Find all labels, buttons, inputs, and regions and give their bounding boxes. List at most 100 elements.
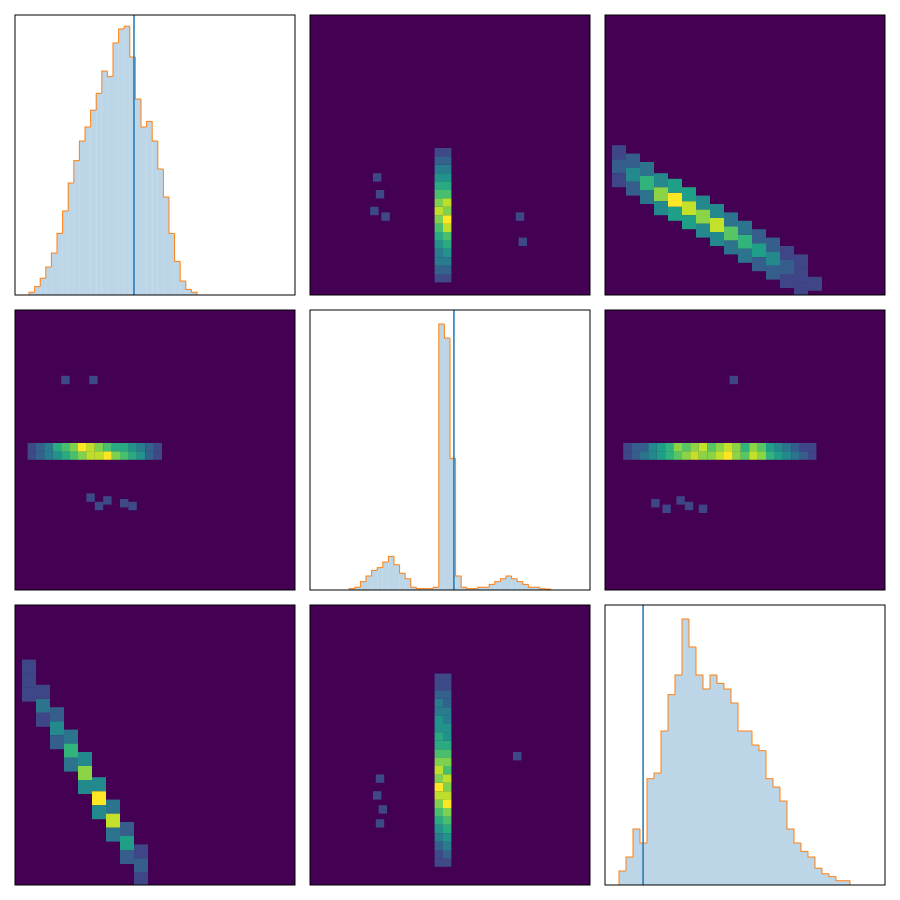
hist-bar <box>717 683 724 885</box>
panel-frame <box>604 14 886 296</box>
hist-step <box>716 675 724 684</box>
hist-step <box>511 576 518 580</box>
hist2d-cell <box>443 850 452 859</box>
hist2d-cell <box>434 824 443 834</box>
hist2d-cell <box>654 173 668 188</box>
hist2d-cell <box>799 443 808 452</box>
hist-bar <box>647 778 654 885</box>
hist2d-cell <box>696 209 710 224</box>
hist2d-cell <box>443 740 452 750</box>
hist-bar <box>766 778 773 885</box>
hist2d-cell <box>434 274 443 283</box>
hist-step <box>494 581 501 585</box>
hist-bar <box>163 197 169 295</box>
hist2d-cell <box>443 724 452 733</box>
hist-step <box>443 324 450 339</box>
hist2d-cell <box>61 375 70 385</box>
hist2d-cell <box>690 451 699 460</box>
hist-step <box>681 618 689 675</box>
hist2d-cell <box>740 443 750 452</box>
hist2d-cell <box>373 173 382 182</box>
hist2d-cell <box>434 808 443 817</box>
hist2d-cell <box>724 212 738 227</box>
hist2d-cell <box>443 181 452 190</box>
hist2d-cell <box>640 176 654 190</box>
hist-step <box>415 587 422 590</box>
hist-step <box>466 587 473 590</box>
hist-bar <box>180 281 186 295</box>
hist2d-cell <box>94 451 104 460</box>
hist2d-cell <box>94 501 104 511</box>
hist2d-cell <box>673 451 682 460</box>
hist-bar <box>483 587 490 590</box>
hist-bar <box>68 183 74 295</box>
hist2d-cell <box>443 682 452 691</box>
hist-bar <box>96 93 102 295</box>
hist-bar <box>773 787 780 885</box>
hist2d-cell <box>443 206 452 216</box>
hist2d-cell <box>434 164 443 174</box>
hist-step <box>78 140 85 161</box>
hist-step <box>359 581 366 588</box>
hist2d-cell <box>375 819 385 828</box>
hist2d-cell <box>668 178 682 193</box>
hist2d-cell <box>443 833 452 842</box>
panel <box>14 14 296 296</box>
hist2d-cell <box>774 443 783 452</box>
hist2d-cell <box>707 443 716 452</box>
hist-step <box>499 578 506 582</box>
hist-bar <box>135 99 141 295</box>
hist2d-cell <box>434 173 443 182</box>
hist-step <box>765 750 773 780</box>
hist2d-cell <box>710 232 724 246</box>
hist-bar <box>90 110 97 295</box>
hist-step <box>399 564 406 574</box>
hist-step <box>779 787 787 802</box>
hist2d-cell <box>375 774 385 783</box>
hist2d-cell <box>752 229 766 244</box>
plot-area <box>605 15 885 295</box>
hist2d-cell <box>434 257 443 266</box>
hist2d-cell <box>443 749 452 758</box>
hist2d-cell <box>153 443 162 452</box>
hist-bar <box>366 576 372 590</box>
hist-bar <box>444 338 450 590</box>
hist2d-cell <box>682 187 696 202</box>
hist-bar <box>185 289 192 295</box>
hist2d-cell <box>103 451 112 460</box>
hist2d-cell <box>434 799 443 808</box>
hist-bar <box>494 581 501 590</box>
hist-step <box>843 880 851 885</box>
hist2d-cell <box>128 501 137 511</box>
hist2d-cell <box>145 443 154 452</box>
hist2d-cell <box>766 237 780 252</box>
hist2d-cell <box>791 443 800 452</box>
hist2d-cell <box>50 707 64 722</box>
hist2d-cell <box>136 451 146 460</box>
hist-step <box>516 578 523 583</box>
hist-bar <box>506 576 512 590</box>
hist2d-cell <box>729 375 738 385</box>
hist2d-cell <box>612 173 626 188</box>
hist-bar <box>534 587 540 590</box>
hist2d-cell <box>103 496 112 505</box>
hist2d-cell <box>656 443 666 452</box>
hist2d-cell <box>103 443 112 452</box>
hist2d-cell <box>381 212 390 221</box>
hist2d-cell <box>698 504 708 513</box>
hist2d-cell <box>434 198 443 207</box>
hist-step <box>39 277 46 287</box>
hist-step <box>404 573 411 580</box>
hist-bar <box>152 141 158 295</box>
hist2d-cell <box>443 173 452 182</box>
hist-bar <box>422 588 428 590</box>
hist2d-cell <box>52 443 62 452</box>
hist2d-cell <box>434 240 443 249</box>
hist2d-cell <box>443 732 452 741</box>
hist-bar <box>34 286 41 295</box>
hist-step <box>123 25 130 29</box>
hist2d-cell <box>799 451 808 460</box>
hist2d-cell <box>434 850 443 859</box>
hist2d-cell <box>36 684 50 699</box>
hist2d-cell <box>443 164 452 174</box>
